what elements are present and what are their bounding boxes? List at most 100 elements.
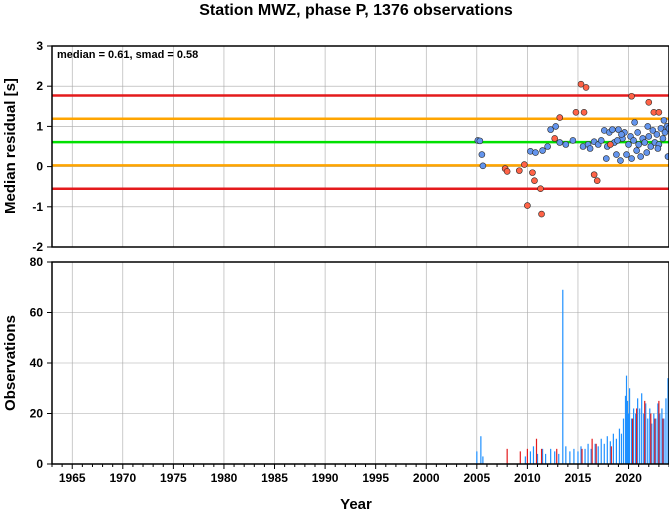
bar — [622, 418, 625, 464]
bar — [584, 448, 586, 464]
x-tick-label: 1970 — [109, 471, 136, 485]
bar — [556, 448, 558, 464]
bar — [480, 436, 482, 464]
bar — [550, 448, 552, 464]
data-point — [661, 129, 669, 136]
data-point — [655, 109, 663, 116]
bar — [603, 443, 605, 464]
data-point — [547, 126, 554, 133]
data-point — [521, 161, 528, 168]
data-point — [552, 123, 560, 130]
data-point — [556, 139, 564, 146]
bar — [597, 446, 599, 464]
bar — [653, 413, 655, 464]
data-point — [647, 143, 655, 150]
x-tick-label: 2015 — [565, 471, 592, 485]
data-point — [649, 127, 657, 134]
observations-panel: 0 20 40 60 80 1965 1970 1975 1980 1985 1990 1995 20… — [2, 255, 669, 511]
data-point — [634, 129, 641, 136]
bar — [580, 446, 582, 464]
stats-annotation: median = 0.61, smad = 0.58 — [57, 49, 198, 61]
y-tick-label: -1 — [32, 200, 43, 214]
data-point — [531, 177, 538, 184]
data-point — [479, 162, 487, 170]
bar — [637, 398, 639, 464]
x-tick-label: 1990 — [312, 471, 339, 485]
y-tick-label: 60 — [30, 306, 44, 320]
data-point — [628, 155, 635, 162]
data-point — [597, 137, 605, 144]
bar — [565, 446, 567, 464]
bar — [609, 441, 611, 464]
y-tick-label: 1 — [36, 119, 43, 133]
residual-y-ticks: -2 -1 0 1 2 3 — [32, 39, 52, 254]
y-tick-label: 0 — [36, 457, 43, 471]
bar — [639, 408, 641, 464]
residual-y-label: Median residual [s] — [2, 78, 19, 214]
residual-grid — [52, 45, 669, 248]
bar — [540, 448, 543, 464]
data-point — [556, 114, 564, 121]
bar — [667, 378, 669, 464]
bar — [526, 448, 528, 464]
bar — [610, 446, 612, 464]
data-point — [539, 147, 546, 154]
data-point — [537, 185, 544, 193]
bar — [632, 408, 635, 464]
residual-panel: -2 -1 0 1 2 3 median = 0.61, smad = 0.58 Medi… — [2, 39, 669, 254]
x-tick-label: 2010 — [514, 471, 541, 485]
bar — [535, 438, 538, 464]
bar — [620, 433, 623, 464]
bar — [647, 418, 649, 464]
bar — [594, 443, 596, 464]
data-point — [623, 151, 630, 158]
data-point — [586, 145, 594, 152]
data-point — [478, 151, 486, 158]
bar — [591, 438, 593, 464]
bar — [536, 453, 539, 464]
data-point — [503, 168, 511, 175]
bar — [662, 418, 664, 464]
bar — [541, 448, 544, 464]
observations-grid — [52, 261, 669, 465]
y-tick-label: 2 — [36, 79, 43, 93]
x-tick-label: 1965 — [59, 471, 86, 485]
data-point — [582, 84, 590, 91]
bar — [476, 451, 478, 464]
bar — [627, 413, 630, 464]
bar — [635, 413, 637, 464]
x-tick-label: 1975 — [160, 471, 187, 485]
data-point — [630, 137, 637, 144]
data-point — [577, 80, 585, 88]
bar — [590, 448, 592, 464]
data-point — [625, 141, 632, 148]
data-point — [607, 141, 614, 148]
bar — [661, 408, 663, 464]
bar — [529, 451, 532, 464]
x-tick-label: 1995 — [362, 471, 389, 485]
y-tick-label: -2 — [32, 240, 43, 254]
data-point — [562, 141, 570, 148]
bar — [657, 403, 659, 464]
bar — [631, 418, 634, 464]
data-point — [637, 153, 644, 160]
observation-bars — [476, 289, 669, 464]
data-point — [657, 125, 665, 132]
bar — [562, 289, 564, 464]
bar — [581, 448, 583, 464]
bar — [659, 413, 661, 464]
y-tick-label: 20 — [30, 407, 44, 421]
bar — [654, 418, 656, 464]
data-point — [617, 157, 624, 164]
reference-lines — [52, 94, 669, 190]
data-point — [653, 131, 661, 138]
data-point — [580, 109, 588, 116]
bar — [573, 448, 575, 464]
bar — [532, 446, 535, 464]
bar — [545, 453, 547, 464]
y-tick-label: 80 — [30, 255, 44, 269]
data-point — [618, 131, 625, 138]
data-point — [614, 137, 621, 144]
data-point — [602, 155, 610, 162]
data-point — [644, 123, 652, 130]
